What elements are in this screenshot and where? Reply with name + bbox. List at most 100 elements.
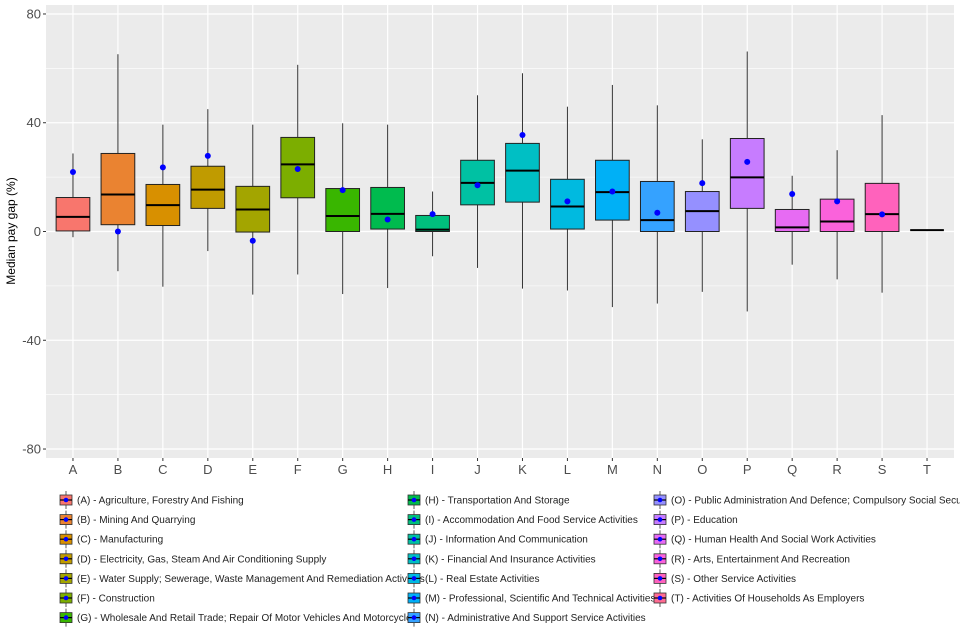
legend-label: (C) - Manufacturing xyxy=(77,535,163,546)
boxes xyxy=(55,51,944,312)
box-E xyxy=(235,124,271,295)
legend-key-mean xyxy=(657,556,663,562)
mean-point xyxy=(339,187,346,194)
legend-key-mean xyxy=(63,556,69,562)
legend-label: (G) - Wholesale And Retail Trade; Repair… xyxy=(77,613,417,624)
legend-item: (R) - Arts, Entertainment And Recreation xyxy=(653,549,850,568)
legend-item: (M) - Professional, Scientific And Techn… xyxy=(407,589,655,607)
legend-label: (Q) - Human Health And Social Work Activ… xyxy=(671,535,876,546)
x-tick-label: P xyxy=(743,462,752,477)
mean-point xyxy=(519,131,526,138)
mean-point xyxy=(789,190,796,197)
legend-item: (N) - Administrative And Support Service… xyxy=(407,608,646,627)
legend-item: (T) - Activities Of Households As Employ… xyxy=(653,589,864,607)
legend-item: (A) - Agriculture, Forestry And Fishing xyxy=(59,491,244,509)
x-tick-label: T xyxy=(923,462,931,477)
mean-point xyxy=(384,216,391,223)
box-G xyxy=(325,123,361,295)
legend-label: (I) - Accommodation And Food Service Act… xyxy=(425,515,638,526)
legend-item: (O) - Public Administration And Defence;… xyxy=(653,491,960,509)
x-tick-label: C xyxy=(158,462,167,477)
box-body xyxy=(639,180,675,232)
box-O xyxy=(684,139,720,292)
legend-label: (P) - Education xyxy=(671,515,738,526)
box-body xyxy=(370,186,405,230)
box-body xyxy=(505,142,540,203)
x-tick-label: E xyxy=(248,462,257,477)
x-tick-label: Q xyxy=(787,462,797,477)
legend-key-mean xyxy=(657,595,663,601)
legend-label: (F) - Construction xyxy=(77,594,155,605)
x-tick-label: D xyxy=(203,462,212,477)
legend-label: (M) - Professional, Scientific And Techn… xyxy=(425,594,655,605)
legend-key-mean xyxy=(411,536,417,542)
legend-key-mean xyxy=(63,536,69,542)
box-body xyxy=(190,165,226,209)
x-tick-label: G xyxy=(338,462,348,477)
legend-key-mean xyxy=(411,576,417,581)
legend-label: (T) - Activities Of Households As Employ… xyxy=(671,594,864,605)
x-tick-label: H xyxy=(383,462,392,477)
legend-key-mean xyxy=(657,536,663,542)
legend-key-mean xyxy=(411,517,417,522)
x-tick-label: O xyxy=(697,462,707,477)
legend-item: (Q) - Human Health And Social Work Activ… xyxy=(653,530,876,549)
x-tick-label: K xyxy=(518,462,527,477)
box-J xyxy=(460,95,495,268)
legend-item: (E) - Water Supply; Sewerage, Waste Mana… xyxy=(59,569,425,588)
box-S xyxy=(864,115,900,293)
legend-key-mean xyxy=(411,595,417,601)
box-F xyxy=(280,64,316,275)
legend-key-mean xyxy=(63,497,69,503)
mean-point xyxy=(879,211,886,218)
box-Q xyxy=(774,175,810,265)
box-K xyxy=(505,73,540,289)
box-P xyxy=(729,51,765,312)
legend-key-mean xyxy=(63,517,69,522)
legend-key-mean xyxy=(657,497,663,503)
y-tick-label: 40 xyxy=(27,115,41,130)
box-B xyxy=(100,54,136,272)
x-tick-label: I xyxy=(431,462,435,477)
legend-item: (F) - Construction xyxy=(59,589,155,607)
box-body xyxy=(55,197,91,232)
box-body xyxy=(729,138,765,209)
y-axis-label: Median pay gap (%) xyxy=(4,177,18,284)
legend-label: (L) - Real Estate Activities xyxy=(425,574,539,585)
y-tick-label: 80 xyxy=(27,6,41,21)
box-A xyxy=(55,153,91,238)
y-tick-label: -80 xyxy=(22,442,41,457)
legend: (A) - Agriculture, Forestry And Fishing (… xyxy=(59,491,960,627)
x-tick-label: N xyxy=(653,462,662,477)
x-tick-label: M xyxy=(607,462,618,477)
legend-label: (N) - Administrative And Support Service… xyxy=(425,613,646,624)
mean-point xyxy=(294,165,301,172)
box-D xyxy=(190,109,226,252)
mean-point xyxy=(69,168,76,175)
legend-item: (K) - Financial And Insurance Activities xyxy=(407,549,596,568)
x-tick-label: B xyxy=(114,462,123,477)
box-body xyxy=(100,152,136,226)
box-C xyxy=(145,124,181,287)
box-N xyxy=(639,105,675,304)
legend-label: (B) - Mining And Quarrying xyxy=(77,515,195,526)
box-body xyxy=(280,136,316,199)
box-M xyxy=(595,84,630,308)
legend-key-mean xyxy=(657,576,663,581)
box-R xyxy=(819,150,855,280)
legend-key-mean xyxy=(411,556,417,562)
legend-item: (J) - Information And Communication xyxy=(407,530,588,549)
x-tick-label: L xyxy=(564,462,571,477)
legend-key-mean xyxy=(63,576,69,581)
legend-label: (E) - Water Supply; Sewerage, Waste Mana… xyxy=(77,574,425,585)
legend-label: (H) - Transportation And Storage xyxy=(425,496,570,507)
box-H xyxy=(370,124,405,289)
legend-label: (O) - Public Administration And Defence;… xyxy=(671,496,960,507)
legend-key-mean xyxy=(411,615,417,620)
legend-key-mean xyxy=(63,615,69,620)
x-axis: A B C D E F G H I J K L M N O P Q R S T xyxy=(69,458,931,477)
mean-point xyxy=(654,209,661,216)
legend-item: (P) - Education xyxy=(653,510,738,529)
mean-point xyxy=(204,152,211,159)
legend-item: (C) - Manufacturing xyxy=(59,530,163,549)
